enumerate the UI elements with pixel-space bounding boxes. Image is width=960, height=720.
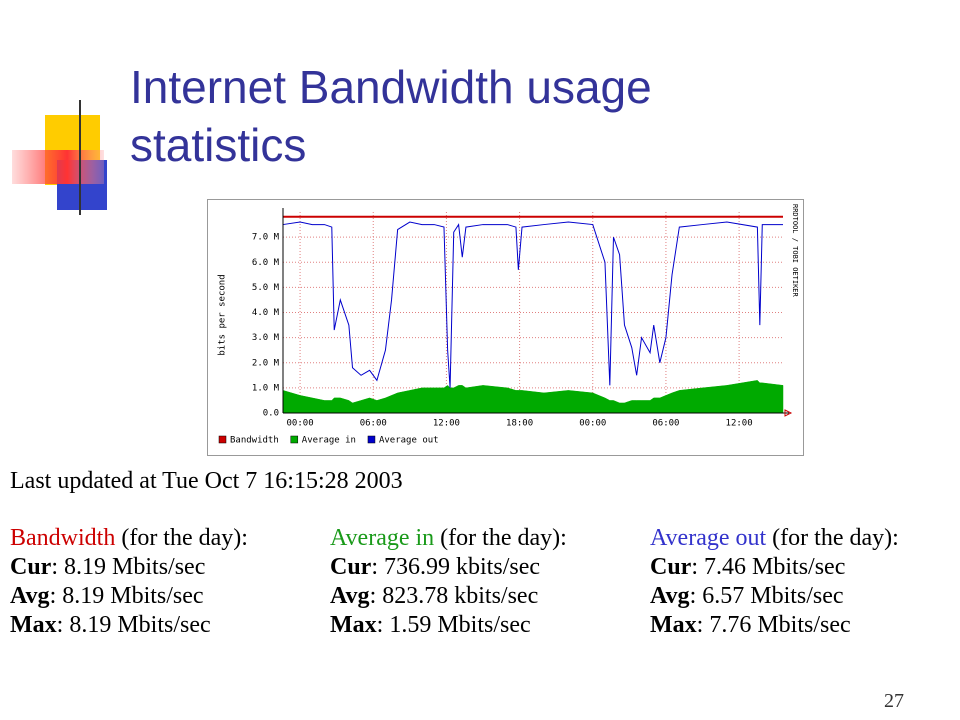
stats-row: Cur: 8.19 Mbits/sec [10,553,320,582]
stat-label: Max [10,612,57,638]
stat-label: Cur [10,554,52,580]
credit: RRDTOOL / TOBI OETIKER [791,204,799,298]
x-tick-label: 06:00 [360,419,387,429]
stat-value: : 8.19 Mbits/sec [51,554,206,580]
slide-title: Internet Bandwidth usage statistics [130,61,652,171]
x-tick-label: 12:00 [433,419,460,429]
x-tick-label: 00:00 [287,419,314,429]
legend-label: Average out [379,436,439,446]
stats-heading: Average in (for the day): [330,524,640,553]
stats-row: Avg: 8.19 Mbits/sec [10,582,320,611]
y-tick-label: 1.0 M [252,383,280,393]
y-tick-label: 2.0 M [252,358,280,368]
last-updated: Last updated at Tue Oct 7 16:15:28 2003 [10,468,403,494]
stats-heading: Bandwidth (for the day): [10,524,320,553]
stats-row: Max: 8.19 Mbits/sec [10,611,320,640]
heading-suffix: (for the day): [440,525,567,551]
legend-swatch [218,435,227,444]
heading-suffix: (for the day): [772,525,899,551]
stat-value: : 1.59 Mbits/sec [376,612,531,638]
stat-value: : 8.19 Mbits/sec [56,612,211,638]
page-number: 27 [884,690,904,712]
stat-label: Avg [10,583,50,609]
stat-value: : 823.78 kbits/sec [369,583,539,609]
y-tick-label: 0.0 [263,409,279,419]
x-tick-label: 18:00 [506,419,533,429]
stat-value: : 736.99 kbits/sec [371,554,540,580]
stats-row: Max: 7.76 Mbits/sec [650,611,960,640]
legend-swatch [290,435,299,444]
series-name: Average in [330,525,435,551]
heading-suffix: (for the day): [121,525,248,551]
y-tick-label: 3.0 M [252,333,280,343]
y-axis-label: bits per second [218,274,228,355]
x-tick-label: 12:00 [726,419,753,429]
decor-red [12,150,104,184]
stats-row: Cur: 7.46 Mbits/sec [650,553,960,582]
stats-row: Cur: 736.99 kbits/sec [330,553,640,582]
stat-label: Max [330,612,377,638]
series-name: Average out [650,525,767,551]
stat-value: : 6.57 Mbits/sec [689,583,844,609]
stats-column: Bandwidth (for the day): Cur: 8.19 Mbits/s… [10,524,320,640]
stat-value: : 8.19 Mbits/sec [49,583,204,609]
stat-label: Cur [650,554,692,580]
line [282,221,783,388]
stat-value: : 7.76 Mbits/sec [696,612,851,638]
y-tick-label: 5.0 M [252,283,280,293]
stat-label: Avg [650,583,690,609]
x-tick-label: 06:00 [652,419,679,429]
legend-swatch [367,435,376,444]
stats-heading: Average out (for the day): [650,524,960,553]
stats-row: Avg: 823.78 kbits/sec [330,582,640,611]
y-tick-label: 6.0 M [252,258,280,268]
y-tick-label: 4.0 M [252,308,280,318]
stats-row: Max: 1.59 Mbits/sec [330,611,640,640]
stat-value: : 7.46 Mbits/sec [691,554,846,580]
stat-label: Max [650,612,697,638]
legend-label: Average in [302,436,356,446]
area [282,380,784,414]
x-tick-label: 00:00 [579,419,606,429]
y-tick-label: 7.0 M [252,233,280,243]
stats-column: Average out (for the day): Cur: 7.46 Mbits… [650,524,960,640]
stat-label: Cur [330,554,372,580]
stats-column: Average in (for the day): Cur: 736.99 kbit… [330,524,640,640]
legend-label: Bandwidth [230,436,279,446]
stats-row: Avg: 6.57 Mbits/sec [650,582,960,611]
series-name: Bandwidth [10,525,116,551]
stat-label: Avg [330,583,370,609]
axis-arrow [784,409,793,417]
